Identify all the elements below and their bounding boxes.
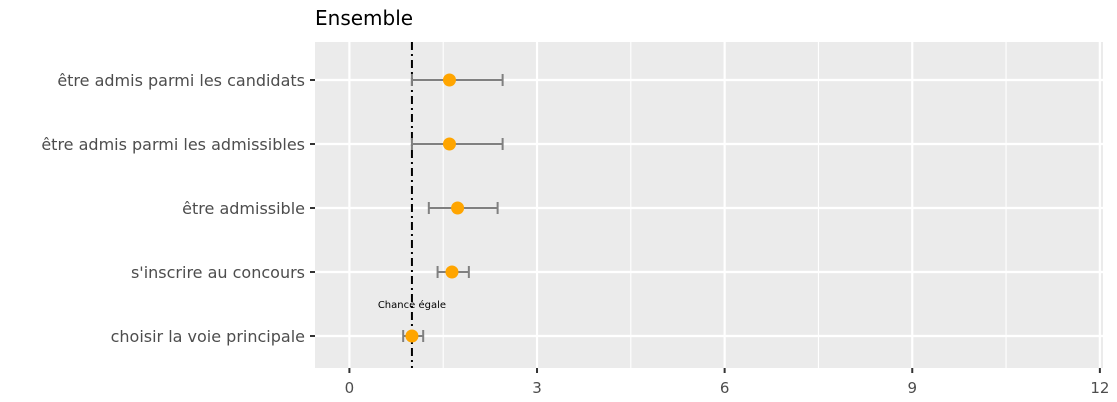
data-point	[445, 265, 459, 279]
reference-line-label: Chance égale	[378, 299, 446, 311]
data-point	[442, 137, 456, 151]
y-tick-label: choisir la voie principale	[111, 327, 305, 346]
y-axis: être admis parmi les candidats être admis…	[41, 71, 315, 346]
y-tick-label: être admis parmi les candidats	[57, 71, 305, 90]
x-tick-label: 6	[720, 379, 730, 397]
data-points	[405, 73, 465, 343]
x-tick-label: 3	[532, 379, 542, 397]
x-axis: 0 3 6 9 12	[345, 368, 1109, 397]
y-tick-label: s'inscrire au concours	[131, 263, 305, 282]
y-tick-label: être admissible	[182, 199, 305, 218]
data-point	[451, 201, 465, 215]
x-tick-label: 9	[907, 379, 917, 397]
x-tick-label: 0	[345, 379, 355, 397]
data-point	[442, 73, 456, 87]
chart-title: Ensemble	[315, 6, 413, 30]
data-point	[405, 329, 419, 343]
grid-minor	[442, 42, 1007, 368]
plot-panel	[315, 42, 1103, 368]
y-tick-label: être admis parmi les admissibles	[41, 135, 305, 154]
x-tick-label: 12	[1090, 379, 1109, 397]
